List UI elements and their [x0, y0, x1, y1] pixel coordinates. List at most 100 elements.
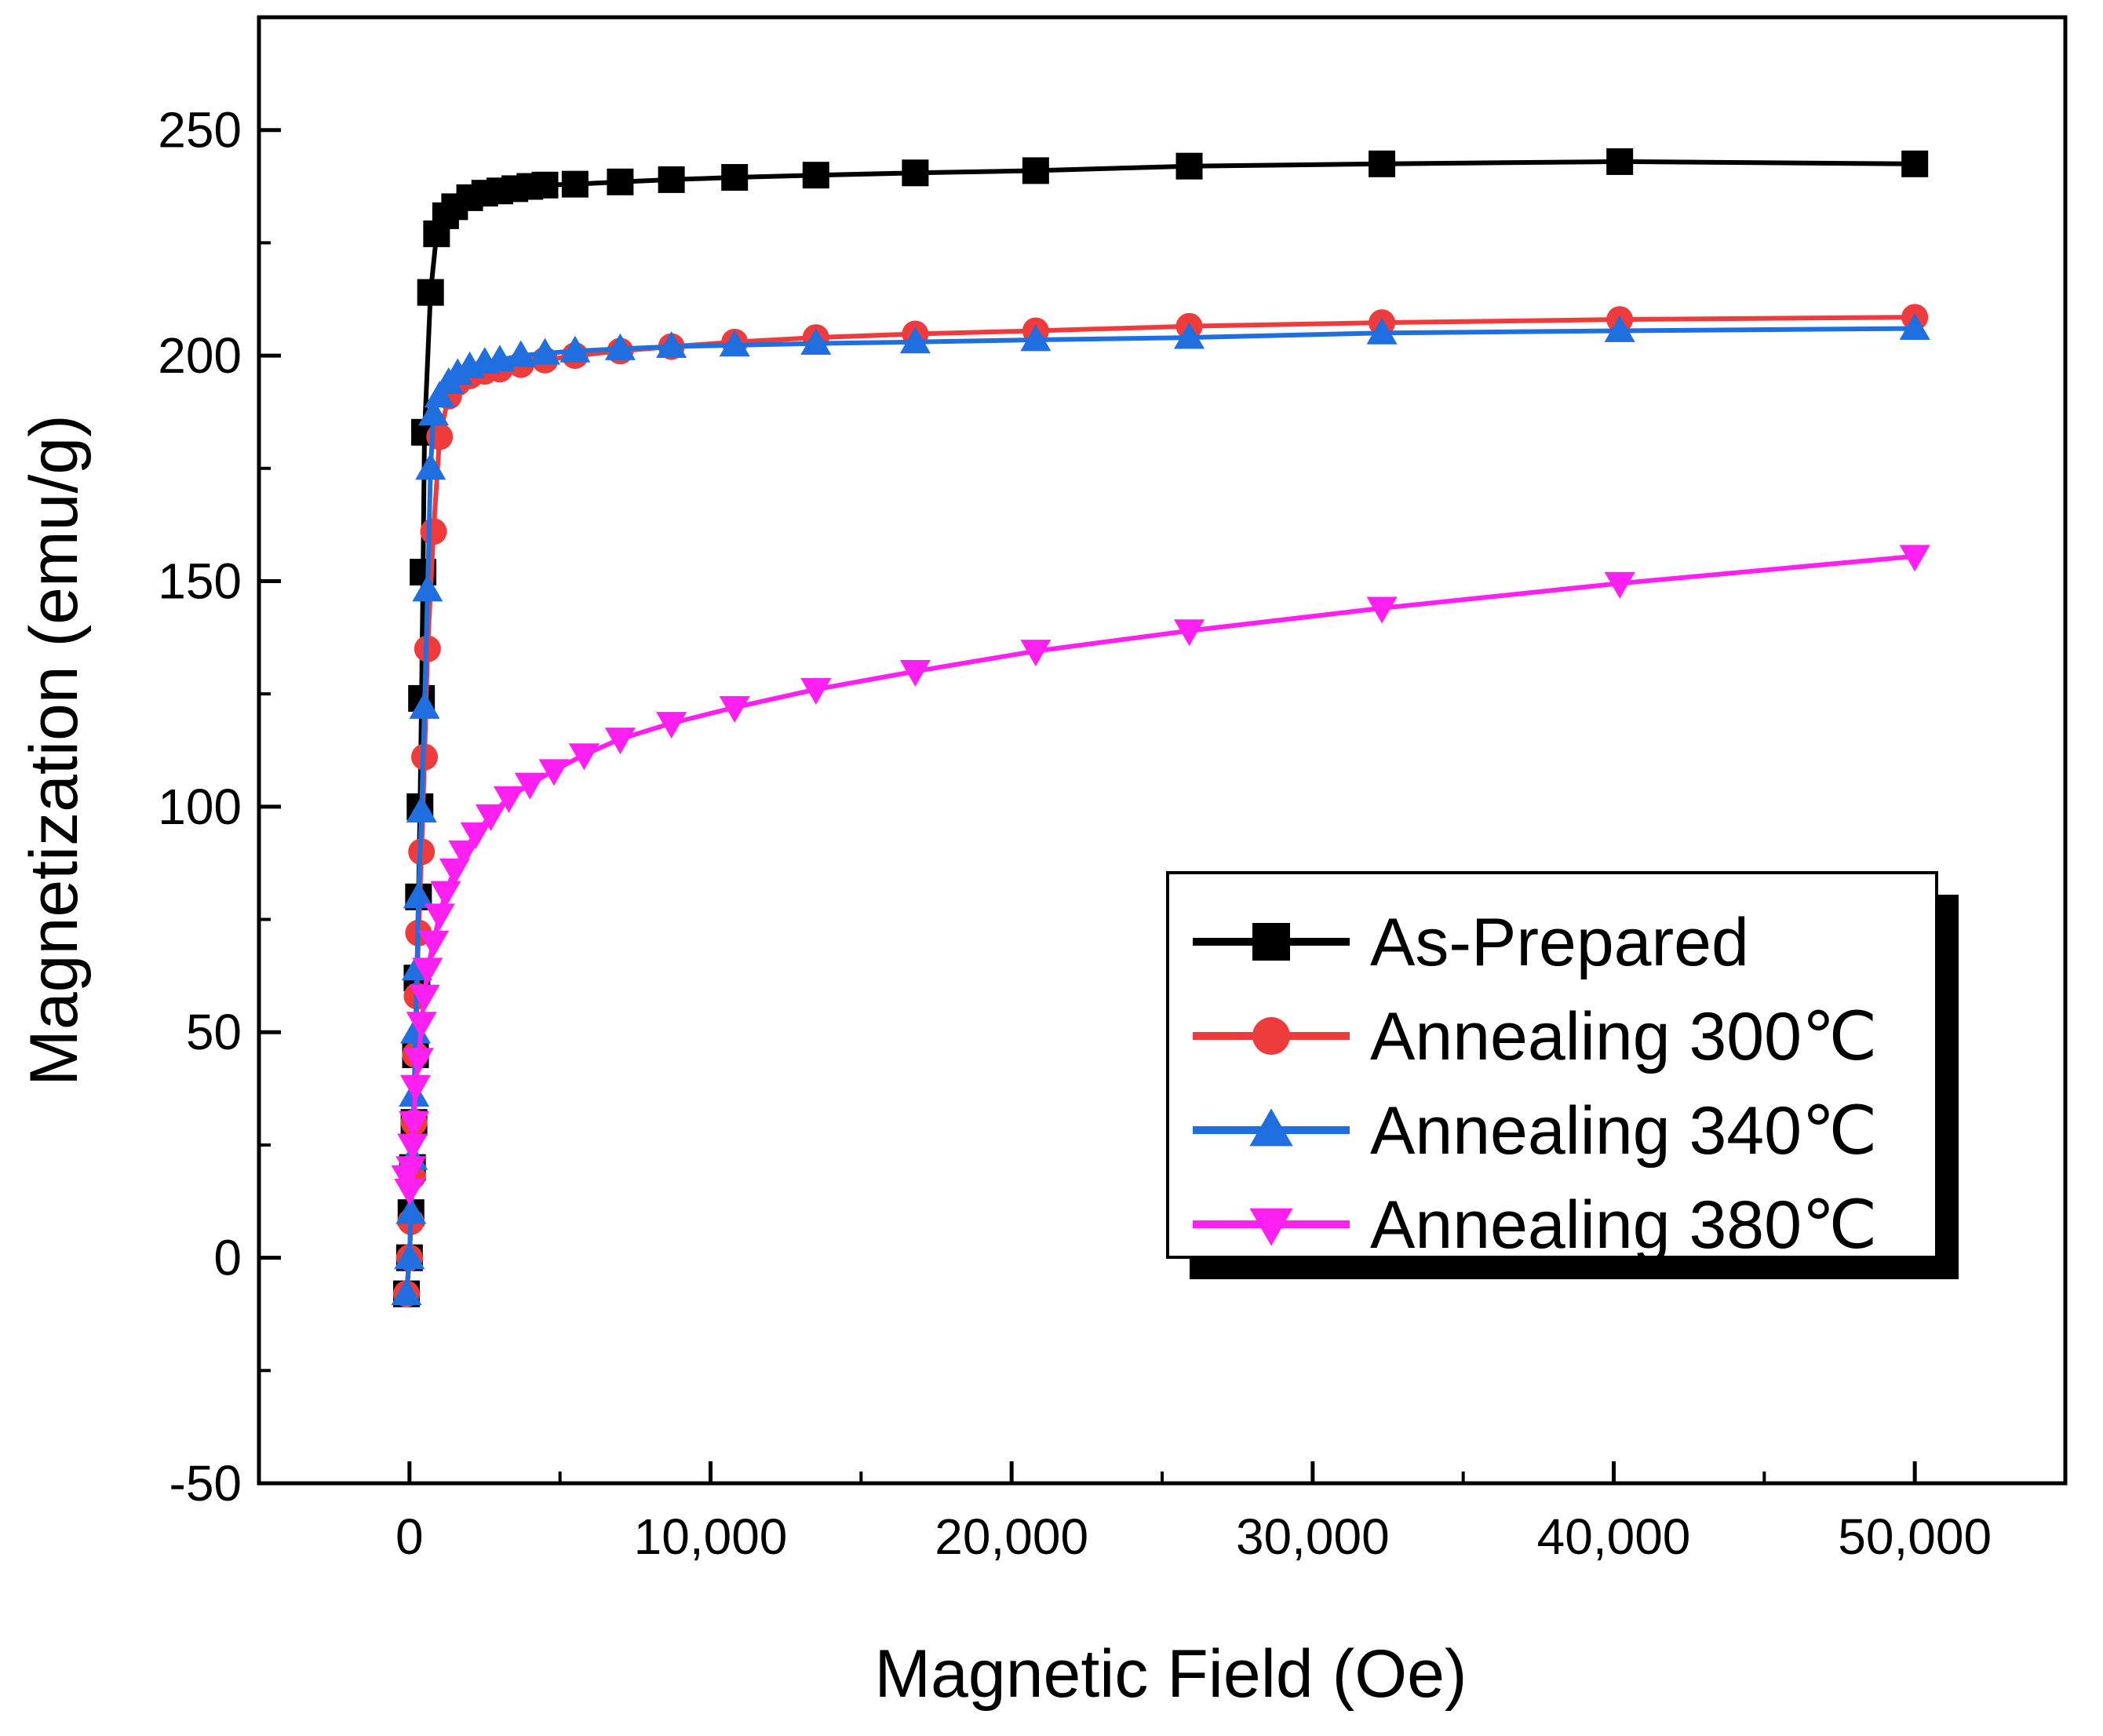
- data-point: [442, 358, 473, 385]
- x-tick-label: 10,000: [634, 1508, 788, 1565]
- data-point: [409, 984, 440, 1012]
- data-point: [403, 1048, 434, 1075]
- data-point: [604, 728, 636, 755]
- data-point: [424, 381, 455, 408]
- legend-box: [1166, 871, 1938, 1259]
- series-group: [391, 545, 1930, 1205]
- data-point: [394, 1178, 425, 1205]
- data-point: [399, 1074, 432, 1102]
- x-tick-label: 20,000: [935, 1508, 1088, 1565]
- data-point: [658, 166, 685, 193]
- legend-marker: [1249, 1208, 1293, 1246]
- data-point: [399, 1016, 432, 1044]
- data-point: [430, 881, 461, 908]
- y-tick-label: 150: [158, 553, 242, 609]
- data-point: [656, 331, 687, 359]
- data-point: [1369, 150, 1396, 177]
- data-point: [721, 164, 749, 191]
- legend-marker: [1252, 1017, 1290, 1055]
- data-point: [568, 743, 600, 771]
- data-point: [899, 659, 931, 687]
- data-point: [505, 340, 537, 367]
- y-tick-label: 100: [158, 779, 242, 835]
- legend-marker: [1249, 1108, 1293, 1147]
- data-point: [902, 159, 929, 187]
- y-axis-title: Magnetization (emu/g): [16, 414, 92, 1086]
- data-point: [420, 518, 447, 545]
- data-point: [1020, 640, 1052, 667]
- data-point: [391, 1278, 422, 1306]
- data-point: [656, 712, 687, 739]
- data-point: [719, 330, 750, 357]
- data-point: [1366, 317, 1398, 345]
- data-point: [559, 335, 591, 363]
- x-tick-label: 0: [395, 1508, 424, 1565]
- data-point: [395, 1197, 427, 1224]
- data-point: [412, 574, 443, 602]
- legend-marker: [1252, 923, 1290, 961]
- data-point: [406, 1012, 437, 1039]
- data-point: [514, 772, 545, 800]
- data-point: [415, 453, 446, 480]
- data-point: [1175, 152, 1203, 180]
- x-axis-title: Magnetic Field (Oe): [874, 1636, 1467, 1712]
- data-point: [403, 881, 434, 909]
- data-point: [800, 328, 832, 356]
- y-tick-label: 250: [158, 102, 242, 159]
- y-tick-label: -50: [169, 1455, 242, 1512]
- data-point: [424, 903, 455, 931]
- data-point: [409, 691, 440, 719]
- axis-ticks: 0 10,000 20,000 30,000 40,000 50,000 -50 0 50 100…: [158, 16, 1992, 1565]
- y-tick-label: 50: [186, 1004, 242, 1060]
- legend-label: Annealing 380℃: [1370, 1187, 1878, 1263]
- data-point: [1366, 596, 1398, 624]
- data-point: [1173, 322, 1205, 349]
- data-point: [406, 796, 437, 823]
- data-point: [1899, 545, 1930, 572]
- data-point: [1606, 148, 1634, 175]
- data-point: [604, 333, 636, 360]
- data-point: [460, 822, 491, 849]
- data-point: [899, 326, 931, 354]
- legend-label: Annealing 300℃: [1370, 999, 1878, 1074]
- data-series: [391, 148, 1930, 1307]
- data-point: [531, 171, 559, 199]
- data-point: [395, 1156, 427, 1183]
- legend-label: As-Prepared: [1370, 905, 1749, 980]
- legend: As-Prepared Annealing 300℃ Annealing 340℃ A…: [1166, 871, 1959, 1279]
- data-point: [529, 337, 561, 365]
- legend-label: Annealing 340℃: [1370, 1093, 1878, 1169]
- x-tick-label: 50,000: [1838, 1508, 1992, 1565]
- data-point: [1020, 324, 1052, 352]
- data-point: [802, 162, 829, 189]
- data-point: [448, 840, 479, 867]
- data-point: [1604, 315, 1635, 342]
- x-tick-label: 40,000: [1537, 1508, 1691, 1565]
- data-point: [399, 1111, 430, 1138]
- data-point: [412, 957, 443, 985]
- data-point: [493, 786, 524, 813]
- data-point: [719, 695, 750, 723]
- data-point: [439, 858, 470, 885]
- data-point: [1022, 157, 1049, 184]
- data-point: [1901, 150, 1929, 177]
- data-point: [800, 677, 832, 705]
- y-tick-label: 0: [213, 1230, 242, 1286]
- data-point: [475, 804, 506, 831]
- data-point: [607, 168, 634, 195]
- data-point: [1604, 571, 1635, 599]
- data-point: [1173, 619, 1205, 647]
- data-point: [397, 1133, 428, 1161]
- data-point: [1899, 313, 1930, 341]
- data-point: [417, 930, 450, 957]
- x-tick-label: 30,000: [1236, 1508, 1390, 1565]
- data-point: [417, 399, 450, 426]
- data-point: [538, 759, 570, 786]
- y-tick-label: 200: [158, 327, 242, 384]
- data-point: [561, 170, 589, 198]
- data-point: [417, 279, 444, 306]
- data-point: [394, 1242, 425, 1270]
- plot-frame: [257, 15, 2068, 1486]
